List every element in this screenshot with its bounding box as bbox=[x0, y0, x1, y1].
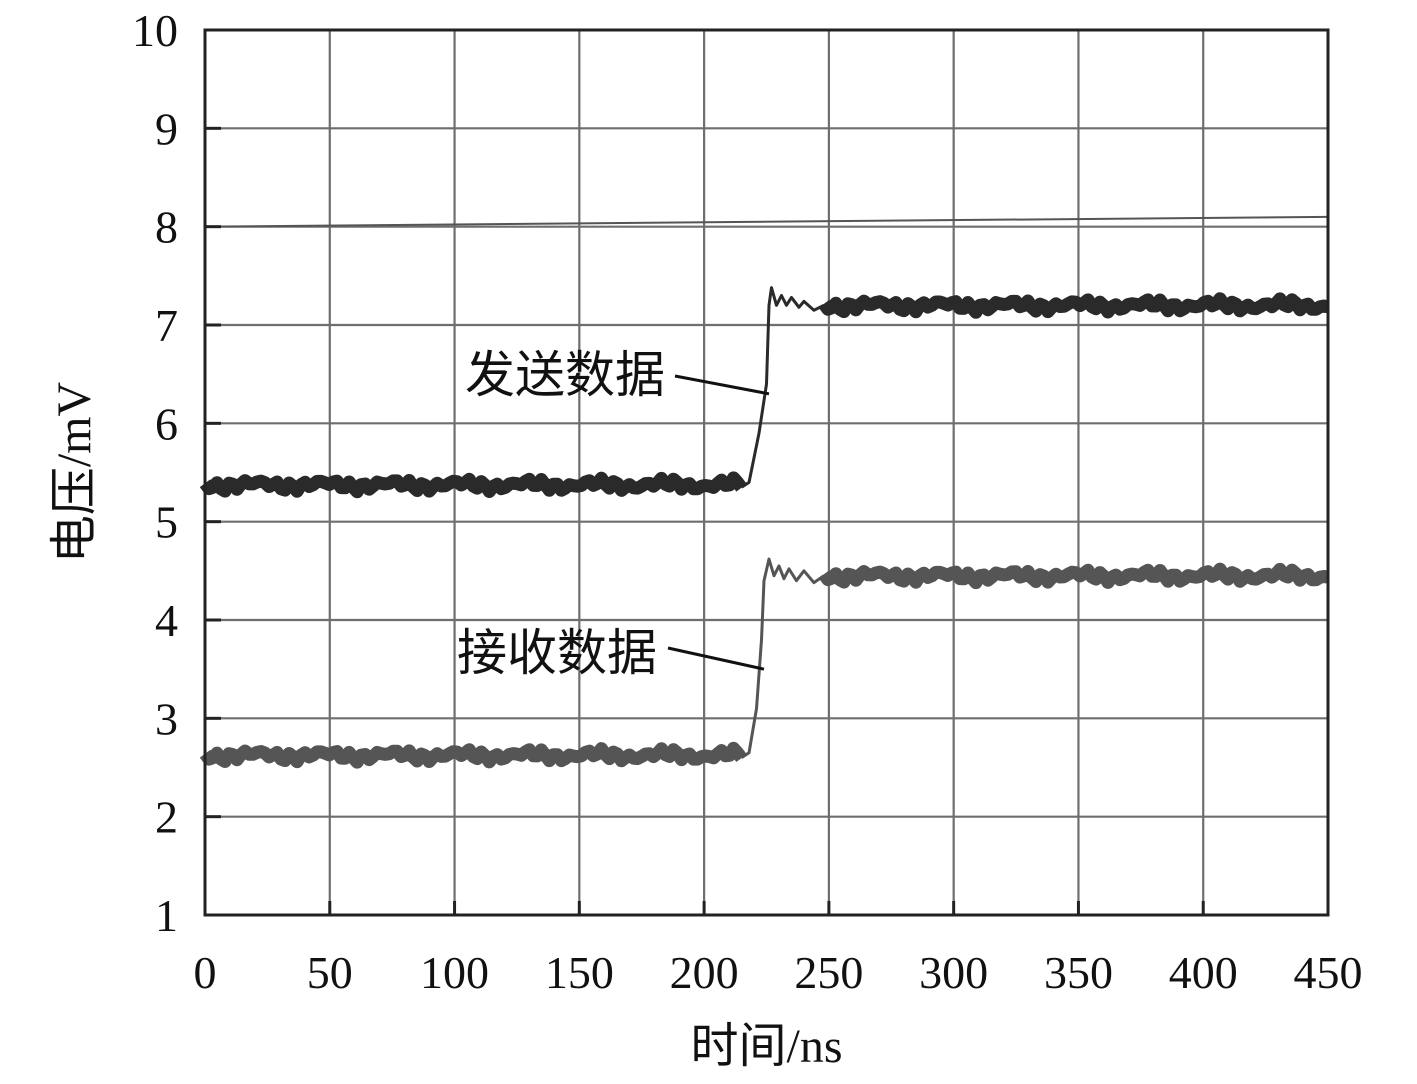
y-tick-label: 7 bbox=[155, 300, 178, 351]
series-low-level bbox=[199, 471, 747, 499]
tick-marks bbox=[203, 28, 1330, 917]
y-tick-label: 5 bbox=[155, 497, 178, 548]
x-tick-label: 450 bbox=[1294, 947, 1363, 998]
y-axis-title: 电压/mV bbox=[48, 381, 101, 563]
series-high-level bbox=[818, 562, 1331, 590]
x-tick-label: 0 bbox=[194, 947, 217, 998]
y-tick-label: 2 bbox=[155, 792, 178, 843]
series-transition-line bbox=[740, 557, 825, 759]
x-tick-label: 400 bbox=[1169, 947, 1238, 998]
x-tick-label: 300 bbox=[919, 947, 988, 998]
x-tick-label: 200 bbox=[670, 947, 739, 998]
annotation-label: 发送数据 bbox=[465, 347, 665, 403]
series-high-level bbox=[818, 292, 1331, 319]
annotation-leader-line bbox=[667, 646, 765, 671]
y-tick-label: 1 bbox=[155, 890, 178, 941]
reference-line-group bbox=[204, 215, 1329, 228]
series-send bbox=[199, 286, 1331, 499]
series-transition-line bbox=[740, 286, 825, 489]
x-tick-label: 50 bbox=[307, 947, 353, 998]
y-tick-label: 9 bbox=[155, 103, 178, 154]
annotation-leader-line bbox=[674, 374, 770, 396]
x-tick-label: 150 bbox=[545, 947, 614, 998]
y-tick-label: 4 bbox=[155, 595, 178, 646]
series-low-level bbox=[199, 741, 747, 769]
y-tick-label: 6 bbox=[155, 398, 178, 449]
x-tick-labels: 0 50 100 150 200 250 300 350 400 450 bbox=[194, 947, 1363, 998]
x-tick-label: 100 bbox=[420, 947, 489, 998]
plot-frame bbox=[203, 28, 1330, 917]
annotation-label: 接收数据 bbox=[457, 625, 657, 681]
y-tick-label: 8 bbox=[155, 202, 178, 253]
x-tick-label: 350 bbox=[1044, 947, 1113, 998]
x-tick-label: 250 bbox=[794, 947, 863, 998]
series-group bbox=[199, 286, 1331, 769]
x-axis-title: 时间/ns bbox=[690, 1020, 842, 1073]
series-receive bbox=[199, 557, 1331, 769]
y-tick-label: 3 bbox=[155, 693, 178, 744]
grid-lines bbox=[203, 28, 1330, 917]
reference-line bbox=[204, 215, 1329, 228]
y-tick-labels: 1 2 3 4 5 6 7 8 9 10 bbox=[132, 5, 178, 941]
y-tick-label: 10 bbox=[132, 5, 178, 56]
